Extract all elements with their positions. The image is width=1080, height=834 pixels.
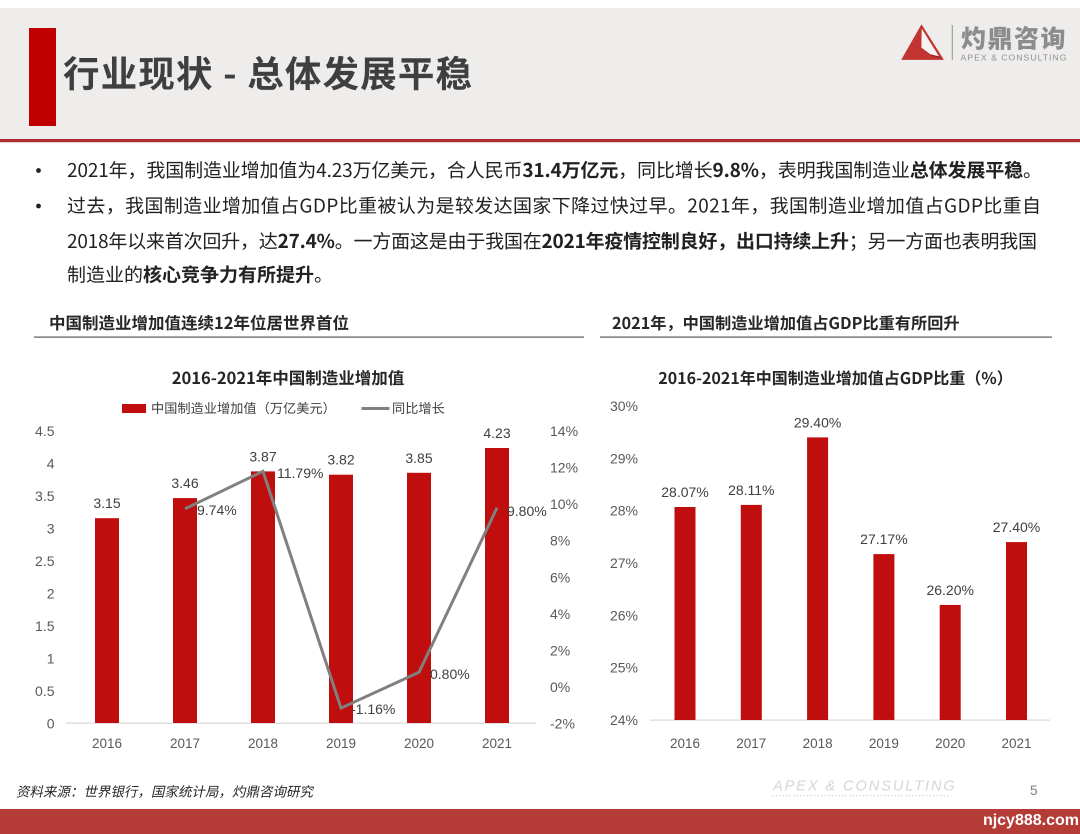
svg-text:27%: 27% <box>610 555 638 571</box>
svg-text:3: 3 <box>47 521 55 537</box>
svg-text:4%: 4% <box>550 606 570 622</box>
svg-text:3.15: 3.15 <box>93 495 120 511</box>
svg-text:-2%: -2% <box>550 716 575 732</box>
svg-text:0.80%: 0.80% <box>430 666 470 682</box>
svg-text:2018: 2018 <box>803 736 833 751</box>
svg-text:29%: 29% <box>610 450 638 466</box>
svg-text:2: 2 <box>47 586 55 602</box>
svg-text:4.23: 4.23 <box>483 425 510 441</box>
svg-text:2019: 2019 <box>326 736 356 751</box>
svg-text:5: 5 <box>1030 783 1038 798</box>
svg-text:2016: 2016 <box>670 736 700 751</box>
svg-text:3.85: 3.85 <box>405 450 432 466</box>
svg-text:11.79%: 11.79% <box>277 465 323 481</box>
svg-text:1.5: 1.5 <box>35 618 55 634</box>
svg-text:10%: 10% <box>550 496 578 512</box>
svg-text:3.87: 3.87 <box>249 448 276 464</box>
svg-text:2019: 2019 <box>869 736 899 751</box>
svg-text:26.20%: 26.20% <box>926 582 973 598</box>
svg-text:njcy888.com: njcy888.com <box>983 812 1079 829</box>
svg-text:-1.16%: -1.16% <box>351 701 395 717</box>
svg-text:3.46: 3.46 <box>171 475 198 491</box>
svg-text:2017: 2017 <box>170 736 200 751</box>
svg-text:2020: 2020 <box>935 736 965 751</box>
svg-text:APEX & CONSULTING: APEX & CONSULTING <box>961 53 1068 63</box>
svg-text:6%: 6% <box>550 569 570 585</box>
svg-text:25%: 25% <box>610 660 638 676</box>
svg-text:2%: 2% <box>550 642 570 658</box>
svg-text:28.07%: 28.07% <box>661 484 708 500</box>
svg-text:28%: 28% <box>610 503 638 519</box>
svg-text:26%: 26% <box>610 607 638 623</box>
svg-text:27.40%: 27.40% <box>993 519 1040 535</box>
svg-text:24%: 24% <box>610 712 638 728</box>
svg-text:14%: 14% <box>550 423 578 439</box>
svg-text:0.5: 0.5 <box>35 683 55 699</box>
svg-text:APEX & CONSULTING: APEX & CONSULTING <box>772 779 957 795</box>
svg-text:2021: 2021 <box>1001 736 1031 751</box>
svg-text:0%: 0% <box>550 679 570 695</box>
svg-text:3.82: 3.82 <box>327 452 354 468</box>
svg-text:29.40%: 29.40% <box>794 414 841 430</box>
svg-text:28.11%: 28.11% <box>728 482 774 498</box>
svg-text:4: 4 <box>47 456 55 472</box>
svg-text:1: 1 <box>47 651 55 667</box>
svg-text:9.74%: 9.74% <box>197 502 237 518</box>
svg-text:9.80%: 9.80% <box>507 503 547 519</box>
svg-text:2017: 2017 <box>736 736 766 751</box>
svg-text:2.5: 2.5 <box>35 553 55 569</box>
svg-text:2018: 2018 <box>248 736 278 751</box>
svg-text:2020: 2020 <box>404 736 434 751</box>
svg-text:0: 0 <box>47 716 55 732</box>
svg-text:2016: 2016 <box>92 736 122 751</box>
svg-text:8%: 8% <box>550 533 570 549</box>
svg-text:27.17%: 27.17% <box>860 531 907 547</box>
svg-text:4.5: 4.5 <box>35 423 55 439</box>
svg-text:12%: 12% <box>550 460 578 476</box>
svg-text:30%: 30% <box>610 398 638 414</box>
svg-text:3.5: 3.5 <box>35 488 55 504</box>
svg-text:2021: 2021 <box>482 736 512 751</box>
